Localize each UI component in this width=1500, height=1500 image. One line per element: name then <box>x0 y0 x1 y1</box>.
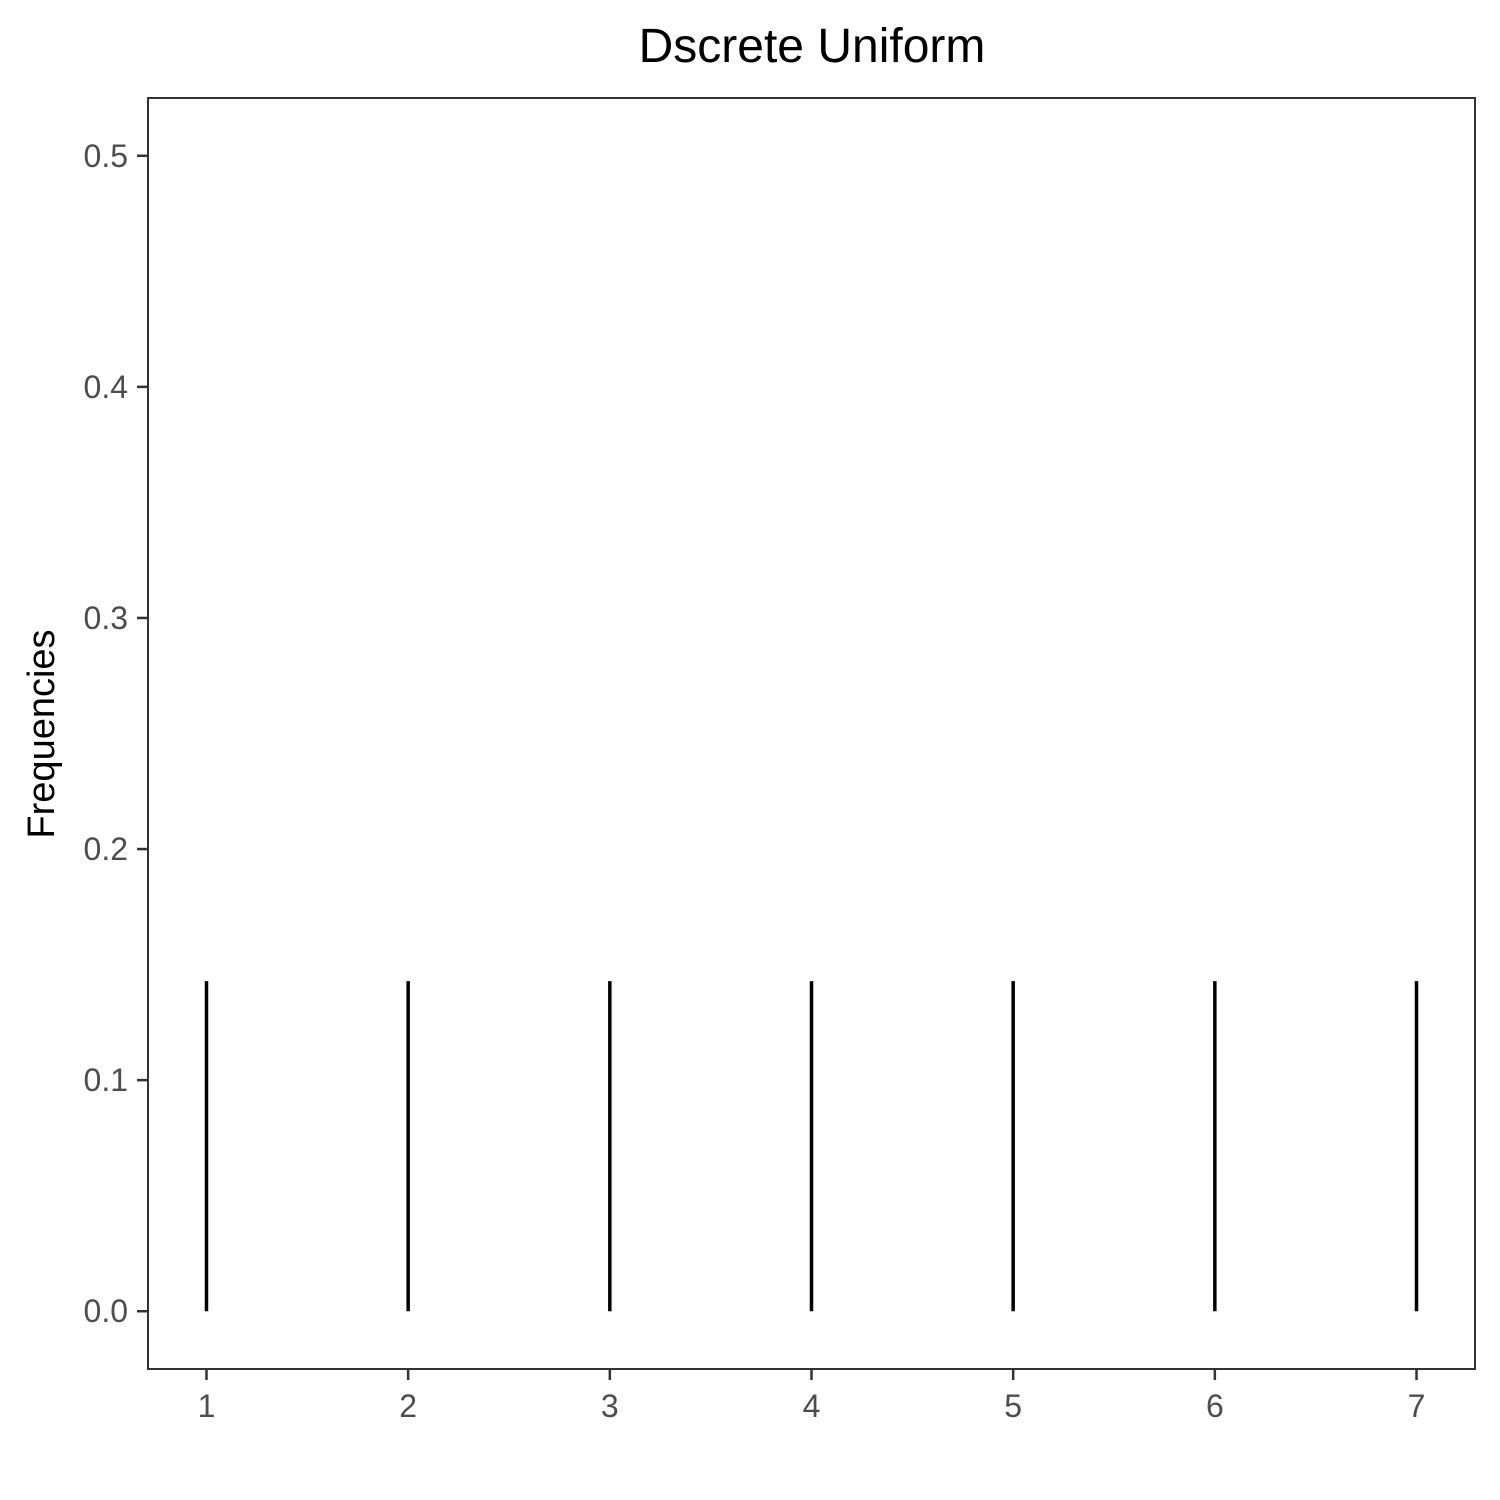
x-tick-label: 1 <box>198 1388 216 1424</box>
chart-title: Dscrete Uniform <box>639 20 986 73</box>
y-axis: 0.0 0.1 0.2 0.3 0.4 0.5 <box>84 138 148 1329</box>
y-axis-label: Frequencies <box>21 629 63 838</box>
x-tick-label: 4 <box>803 1388 821 1424</box>
x-tick-label: 2 <box>399 1388 417 1424</box>
x-tick-label: 7 <box>1408 1388 1426 1424</box>
y-tick-label: 0.5 <box>84 138 128 174</box>
y-tick-label: 0.0 <box>84 1293 128 1329</box>
y-tick-label: 0.3 <box>84 600 128 636</box>
x-tick-label: 6 <box>1206 1388 1224 1424</box>
y-tick-label: 0.2 <box>84 831 128 867</box>
y-tick-label: 0.1 <box>84 1062 128 1098</box>
x-tick-label: 3 <box>601 1388 619 1424</box>
x-tick-label: 5 <box>1004 1388 1022 1424</box>
data-lines <box>204 981 1419 1312</box>
y-tick-label: 0.4 <box>84 369 128 405</box>
x-axis: 1 2 3 4 5 6 7 <box>198 1369 1426 1424</box>
